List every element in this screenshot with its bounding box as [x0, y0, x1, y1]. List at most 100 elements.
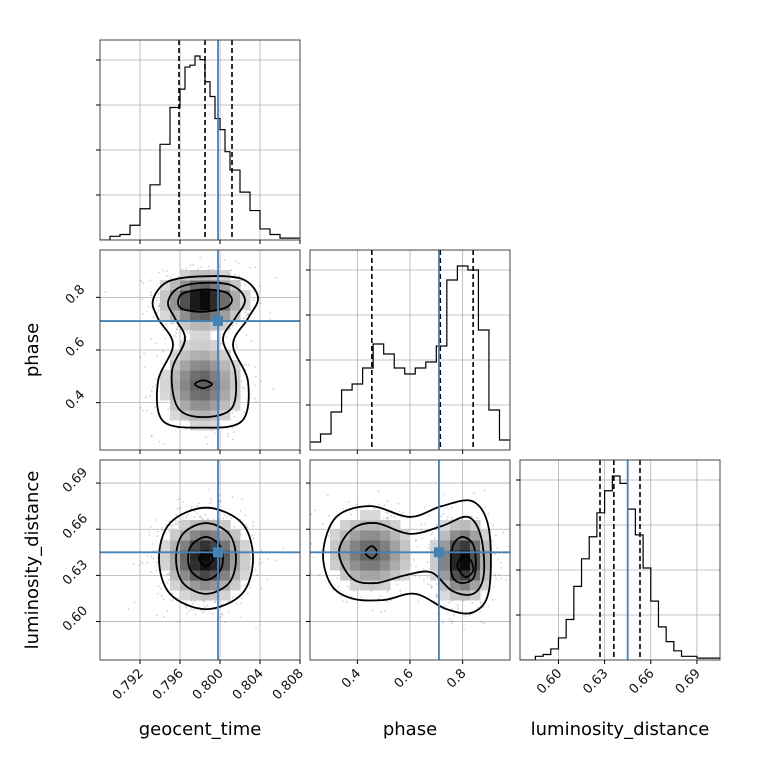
density-cell	[200, 400, 211, 411]
density-cell	[190, 300, 201, 311]
scatter-point	[178, 526, 180, 528]
scatter-point	[185, 516, 188, 519]
scatter-point	[165, 322, 168, 325]
scatter-point	[386, 517, 388, 520]
scatter-point	[433, 537, 436, 540]
scatter-point	[132, 563, 135, 566]
density-cell	[160, 280, 171, 291]
scatter-point	[158, 271, 160, 274]
scatter-point	[227, 600, 230, 603]
density-cell	[390, 560, 401, 571]
x-tick-label: 0.808	[270, 666, 307, 703]
scatter-point	[208, 265, 210, 268]
scatter-point	[387, 512, 390, 515]
density-cell	[220, 580, 231, 591]
scatter-point	[144, 396, 147, 399]
scatter-point	[417, 600, 419, 603]
density-cell	[340, 520, 351, 531]
scatter-point	[206, 443, 209, 445]
scatter-point	[224, 621, 226, 624]
density-cell	[200, 570, 211, 581]
scatter-point	[140, 560, 143, 563]
scatter-point	[493, 553, 496, 556]
density-cell	[230, 570, 241, 581]
y-tick-label: 0.60	[60, 604, 91, 635]
histogram-line	[100, 55, 300, 240]
density-cell	[390, 530, 401, 541]
scatter-point	[186, 514, 189, 516]
density-cell	[470, 540, 481, 551]
scatter-point	[435, 594, 438, 597]
scatter-point	[177, 275, 180, 278]
scatter-point	[451, 607, 454, 610]
scatter-point	[456, 604, 459, 607]
density-cell	[200, 520, 211, 531]
density-cell	[190, 350, 201, 361]
x-tick-label: 0.60	[534, 666, 565, 697]
scatter-point	[172, 524, 175, 527]
scatter-point	[133, 601, 136, 604]
density-cell	[440, 530, 451, 541]
scatter-point	[390, 515, 393, 517]
density-cell	[170, 280, 181, 291]
contour-middle	[167, 281, 246, 419]
scatter-point	[175, 331, 178, 334]
scatter-point	[162, 615, 165, 618]
density-cell	[160, 380, 171, 391]
x-tick-label: 0.66	[627, 666, 658, 697]
density-cell	[450, 540, 461, 551]
density-cell	[210, 560, 221, 571]
plot-area	[100, 40, 300, 240]
x-tick-label: 0.63	[580, 666, 611, 697]
scatter-point	[189, 264, 192, 267]
scatter-point	[236, 410, 238, 413]
truth-marker	[433, 547, 444, 558]
scatter-point	[451, 517, 453, 519]
plot-area	[301, 460, 510, 660]
density-cell	[450, 580, 461, 591]
scatter-point	[227, 611, 230, 614]
density-cell	[170, 380, 181, 391]
scatter-point	[254, 266, 257, 268]
scatter-point	[379, 595, 382, 598]
density-cell	[460, 550, 471, 561]
density-cell	[200, 280, 211, 291]
scatter-point	[199, 515, 202, 518]
scatter-point	[428, 543, 431, 546]
scatter-point	[507, 545, 510, 547]
density-cell	[360, 520, 371, 531]
density-cell	[180, 320, 191, 331]
scatter-point	[166, 610, 169, 612]
panel-frame	[99, 39, 301, 241]
density-cell	[370, 560, 381, 571]
scatter-point	[247, 364, 250, 367]
scatter-point	[203, 600, 206, 603]
scatter-point	[146, 555, 149, 558]
density-cell	[210, 360, 221, 371]
scatter-point	[420, 523, 423, 526]
truth-marker	[213, 316, 223, 327]
scatter-point	[184, 450, 186, 452]
density-cell	[240, 290, 251, 301]
density-cell	[210, 390, 221, 401]
density-cell	[210, 380, 221, 391]
scatter-point	[301, 561, 303, 563]
scatter-point	[187, 420, 190, 423]
y-axis-label-luminosity_distance: luminosity_distance	[22, 471, 43, 650]
scatter-point	[245, 334, 248, 336]
scatter-point	[231, 596, 234, 598]
density-cell	[360, 530, 371, 541]
density-cell	[160, 310, 171, 321]
density-cell	[180, 560, 191, 571]
scatter-point	[230, 269, 233, 272]
scatter-point	[212, 330, 214, 332]
density-cell	[220, 360, 231, 371]
density-cell	[330, 540, 341, 551]
scatter-point	[336, 577, 339, 579]
density-cell	[180, 570, 191, 581]
density-cell	[240, 560, 251, 571]
contour-outer	[322, 499, 492, 615]
scatter-point	[415, 539, 418, 541]
scatter-point	[239, 602, 242, 605]
scatter-point	[252, 290, 255, 293]
